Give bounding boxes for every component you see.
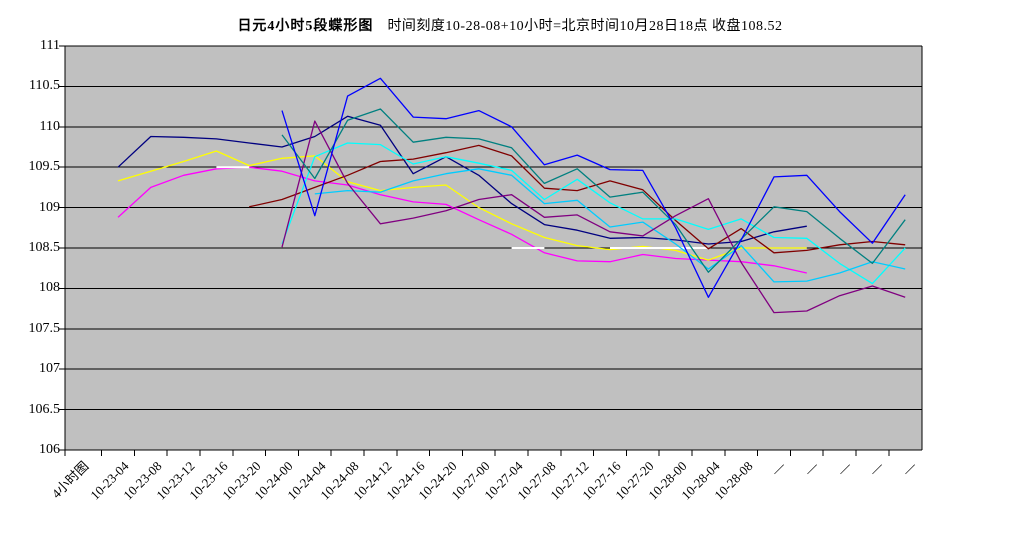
series-line-blue — [281, 77, 906, 298]
y-tick-label: 108 — [39, 280, 60, 296]
y-tick-label: 106 — [39, 442, 60, 457]
y-tick-label: 109.5 — [28, 159, 61, 175]
series-line-maroon — [249, 144, 906, 254]
series-line-teal — [281, 108, 906, 273]
series-line-skyblue — [314, 168, 906, 283]
y-tick-label: 111 — [40, 38, 60, 53]
chart-title: 日元4小时5段蝶形图 时间刻度10-28-08+10小时=北京时间10月28日18… — [237, 15, 782, 35]
chart-title-main: 日元4小时5段蝶形图 — [237, 19, 374, 34]
y-tick-label: 107 — [39, 361, 60, 377]
y-tick-label: 107.5 — [28, 320, 61, 336]
chart-title-subtitle: 时间刻度10-28-08+10小时=北京时间10月28日18点 收盘108.52 — [387, 19, 783, 34]
series-line-cyan — [281, 142, 906, 285]
y-tick-label: 110 — [39, 118, 60, 134]
series-line-purple — [281, 120, 906, 314]
y-tick-label: 109 — [39, 199, 60, 215]
series-line-navy — [117, 115, 807, 245]
series-line-yellow — [117, 150, 807, 261]
y-tick-label: 108.5 — [28, 240, 61, 255]
y-tick-label: 110.5 — [29, 78, 60, 94]
y-tick-label: 106.5 — [28, 401, 61, 417]
